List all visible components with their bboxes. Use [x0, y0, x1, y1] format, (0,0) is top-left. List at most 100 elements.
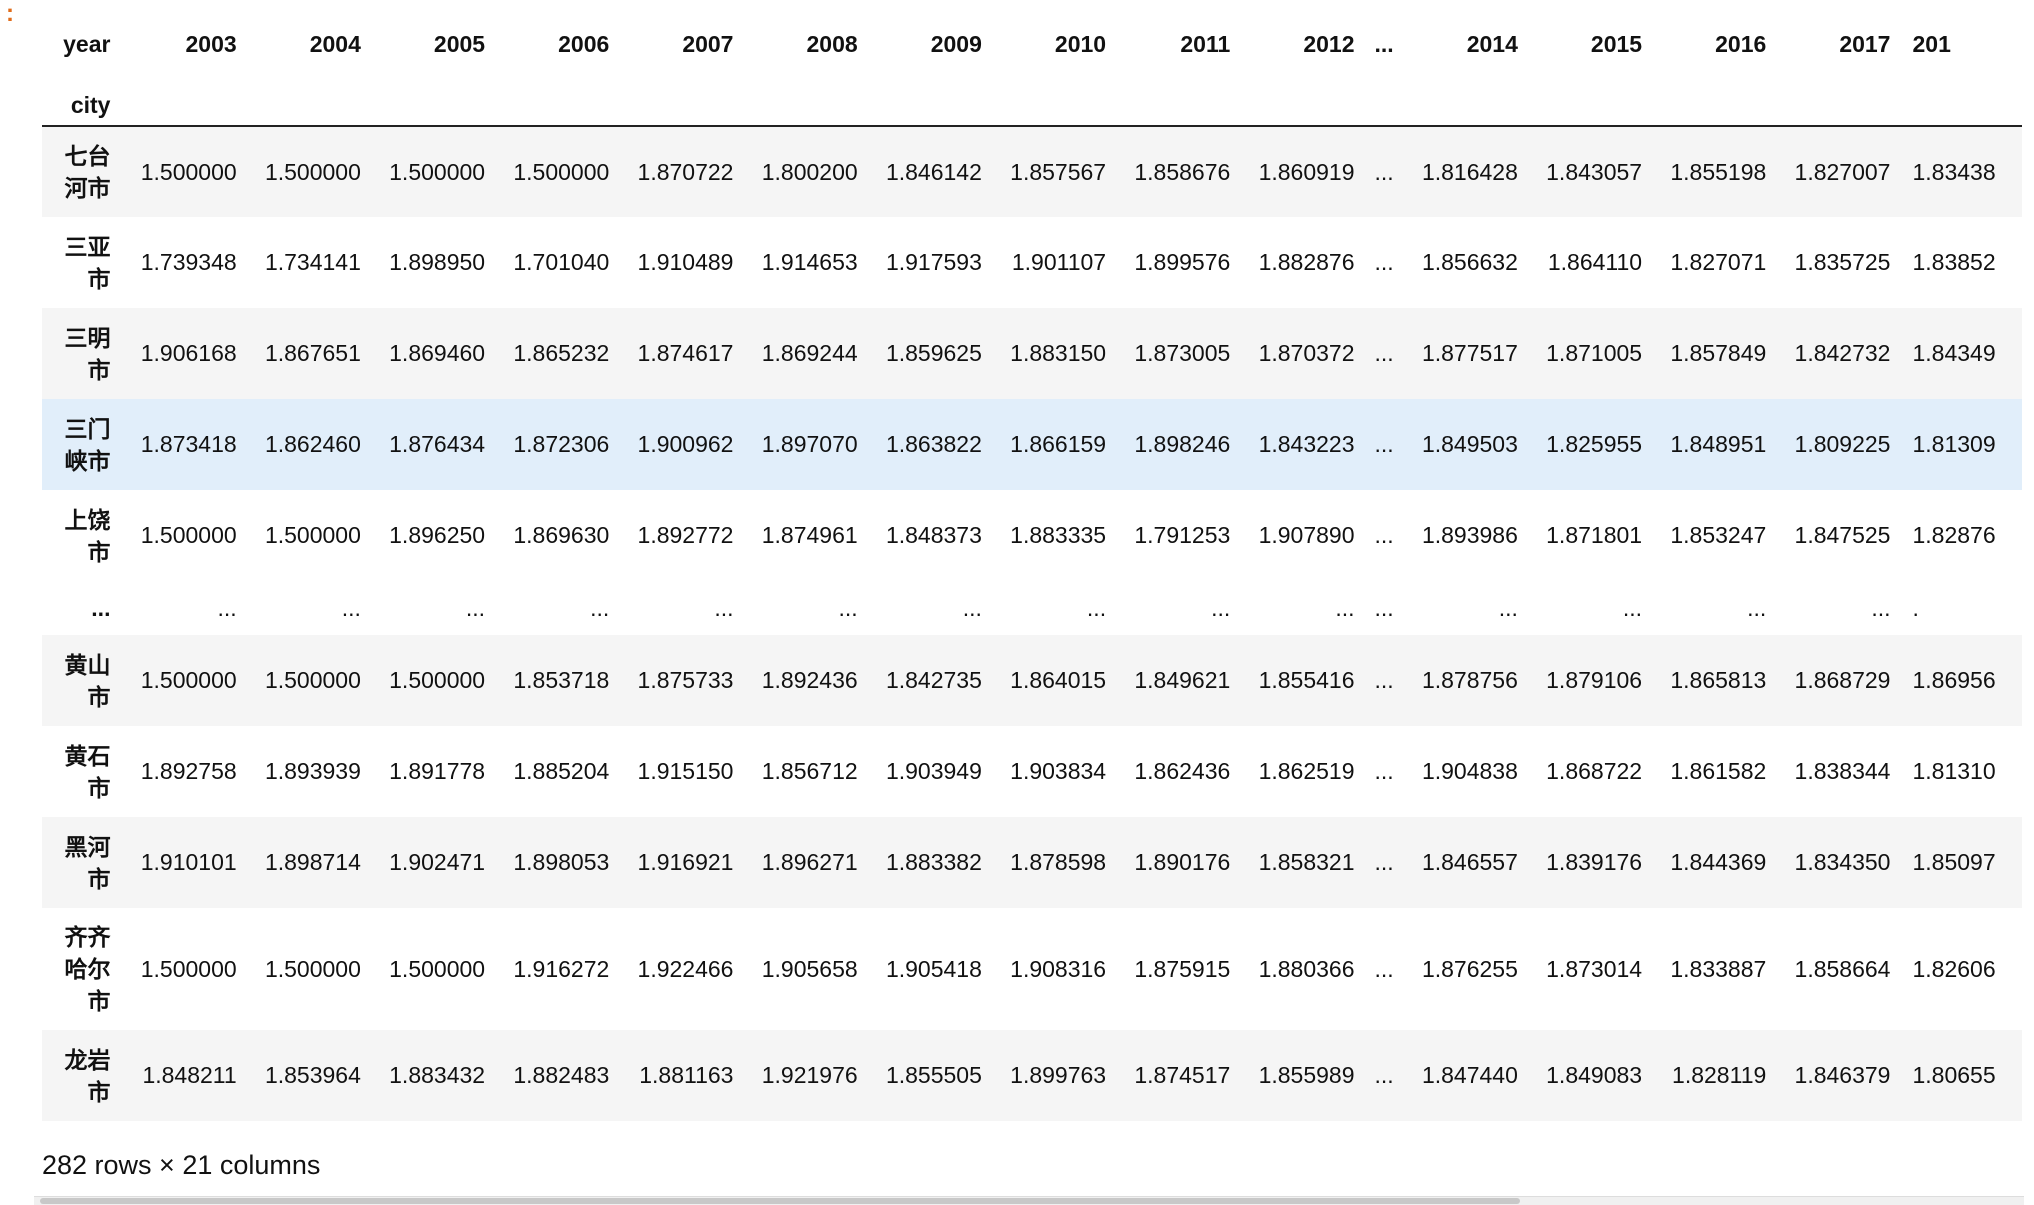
cell: 1.910489 — [637, 249, 734, 275]
cell: 1.848373 — [885, 522, 982, 548]
cell: 1.834350 — [1794, 849, 1891, 875]
dataframe: year 2003 2004 2005 2006 2007 2008 2009 2010 201… — [42, 4, 2022, 1121]
cell: 1.871005 — [1546, 340, 1643, 366]
cell: 1.80655 — [1912, 1062, 1996, 1088]
cell: 1.843057 — [1546, 158, 1643, 185]
cell: ... — [341, 594, 361, 621]
cell: 1.915150 — [637, 758, 734, 784]
cell: 1.867651 — [264, 340, 361, 366]
scrollbar[interactable] — [34, 1196, 2024, 1205]
cell: 1.82876 — [1912, 522, 1996, 548]
cell: 1.864110 — [1547, 249, 1643, 275]
cell: 1.871801 — [1546, 522, 1643, 548]
cell: 1.878598 — [1010, 849, 1107, 875]
cell: 1.500000 — [389, 667, 486, 693]
table-row: 上饶市 1.500000 1.500000 1.896250 1.869630 1.892… — [42, 490, 2022, 581]
cell: 1.500000 — [140, 955, 237, 982]
cell: 1.873014 — [1546, 955, 1643, 982]
cell: 1.83852 — [1912, 249, 1996, 275]
row-label: 三明市 — [64, 324, 111, 383]
cell: ... — [1871, 594, 1891, 621]
index-name-row: city — [42, 84, 2022, 126]
shape-summary: 282 rows × 21 columns — [42, 1150, 321, 1180]
cell: ... — [838, 594, 858, 621]
cell: ... — [1374, 340, 1394, 366]
cell: 1.904838 — [1421, 758, 1518, 784]
table-row: 黑河市 1.910101 1.898714 1.902471 1.898053 1.916… — [42, 817, 2022, 908]
cell: 1.874517 — [1134, 1062, 1231, 1088]
cell: 1.83438 — [1912, 158, 1996, 185]
empty-header-cell — [992, 84, 1116, 126]
cell: ... — [1622, 594, 1643, 621]
column-header: 2003 — [185, 30, 237, 57]
cell: 1.844369 — [1670, 849, 1767, 875]
empty-header-cell — [122, 84, 246, 126]
cell: 1.892772 — [637, 522, 734, 548]
row-label: 齐齐哈尔市 — [64, 924, 111, 1014]
cell: 1.858321 — [1258, 849, 1355, 875]
table-row: ........................................… — [42, 581, 2022, 635]
cell: ... — [465, 594, 486, 621]
empty-header-cell — [619, 84, 743, 126]
cell: 1.500000 — [264, 158, 361, 185]
cell: ... — [1374, 594, 1394, 621]
cell: 1.81309 — [1912, 431, 1996, 457]
cell: ... — [1335, 594, 1355, 621]
cell: 1.868722 — [1546, 758, 1643, 784]
column-header: 2006 — [558, 30, 610, 57]
cell: 1.860919 — [1258, 158, 1355, 185]
cell: 1.902471 — [389, 849, 486, 875]
cell: 1.883432 — [389, 1062, 486, 1088]
cell: 1.863822 — [885, 431, 982, 457]
cell: 1.869460 — [389, 340, 486, 366]
cell: 1.881163 — [639, 1062, 734, 1088]
cell: 1.910101 — [140, 849, 237, 875]
table-row: 七台河市 1.500000 1.500000 1.500000 1.500000 1.87… — [42, 126, 2022, 217]
row-label: 黄石市 — [64, 742, 111, 801]
cell: 1.858676 — [1134, 158, 1231, 185]
cell: 1.500000 — [264, 667, 361, 693]
cell: 1.500000 — [264, 522, 361, 548]
cell: 1.855505 — [885, 1062, 982, 1088]
row-label: 三亚市 — [64, 233, 111, 292]
cell: ... — [1374, 158, 1394, 185]
cell: 1.862436 — [1134, 758, 1231, 784]
cell: 1.853718 — [513, 667, 610, 693]
cell: 1.500000 — [140, 522, 237, 548]
column-header: 2015 — [1590, 30, 1643, 57]
columns-name: year — [63, 31, 111, 57]
prompt-marker: : — [6, 0, 14, 27]
cell: ... — [1374, 667, 1394, 693]
cell: 1.800200 — [761, 158, 858, 185]
cell: 1.873418 — [140, 431, 237, 457]
column-header: 2009 — [930, 30, 982, 57]
column-header: 2012 — [1303, 30, 1355, 57]
cell: 1.874617 — [637, 340, 734, 366]
cell: 1.864015 — [1010, 667, 1107, 693]
scrollbar-thumb[interactable] — [40, 1198, 1520, 1204]
cell: 1.873005 — [1134, 340, 1231, 366]
cell: 1.900962 — [637, 431, 734, 457]
header-row: year 2003 2004 2005 2006 2007 2008 2009 2010 201… — [42, 4, 2022, 84]
cell: 1.847525 — [1794, 522, 1891, 548]
cell: 1.875915 — [1134, 955, 1231, 982]
column-header: ... — [1374, 30, 1394, 57]
cell: 1.848951 — [1670, 431, 1767, 457]
cell: ... — [217, 594, 237, 621]
cell: 1.914653 — [761, 249, 858, 275]
table-row: 齐齐哈尔市 1.500000 1.500000 1.500000 1.916272 1.9… — [42, 908, 2022, 1030]
column-header: 2014 — [1466, 30, 1518, 57]
cell: 1.846557 — [1421, 849, 1518, 875]
table-header: year 2003 2004 2005 2006 2007 2008 2009 2010 201… — [42, 4, 2022, 126]
cell: 1.842732 — [1794, 340, 1891, 366]
cell: 1.739348 — [140, 249, 237, 275]
cell: 1.86956 — [1912, 667, 1996, 693]
cell: 1.865232 — [513, 340, 610, 366]
cell: 1.827007 — [1794, 158, 1891, 185]
cell: 1.85097 — [1912, 849, 1996, 875]
empty-header-cell — [371, 84, 495, 126]
cell: 1.847440 — [1421, 1062, 1518, 1088]
cell: 1.875733 — [637, 667, 734, 693]
cell: 1.839176 — [1546, 849, 1643, 875]
cell: ... — [1374, 522, 1394, 548]
